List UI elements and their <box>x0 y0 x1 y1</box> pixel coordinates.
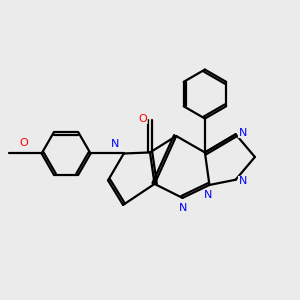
Text: N: N <box>111 139 120 149</box>
Text: N: N <box>238 128 247 137</box>
Text: N: N <box>238 176 247 187</box>
Text: O: O <box>139 113 147 124</box>
Text: N: N <box>179 203 188 213</box>
Text: N: N <box>203 190 212 200</box>
Text: O: O <box>20 138 28 148</box>
